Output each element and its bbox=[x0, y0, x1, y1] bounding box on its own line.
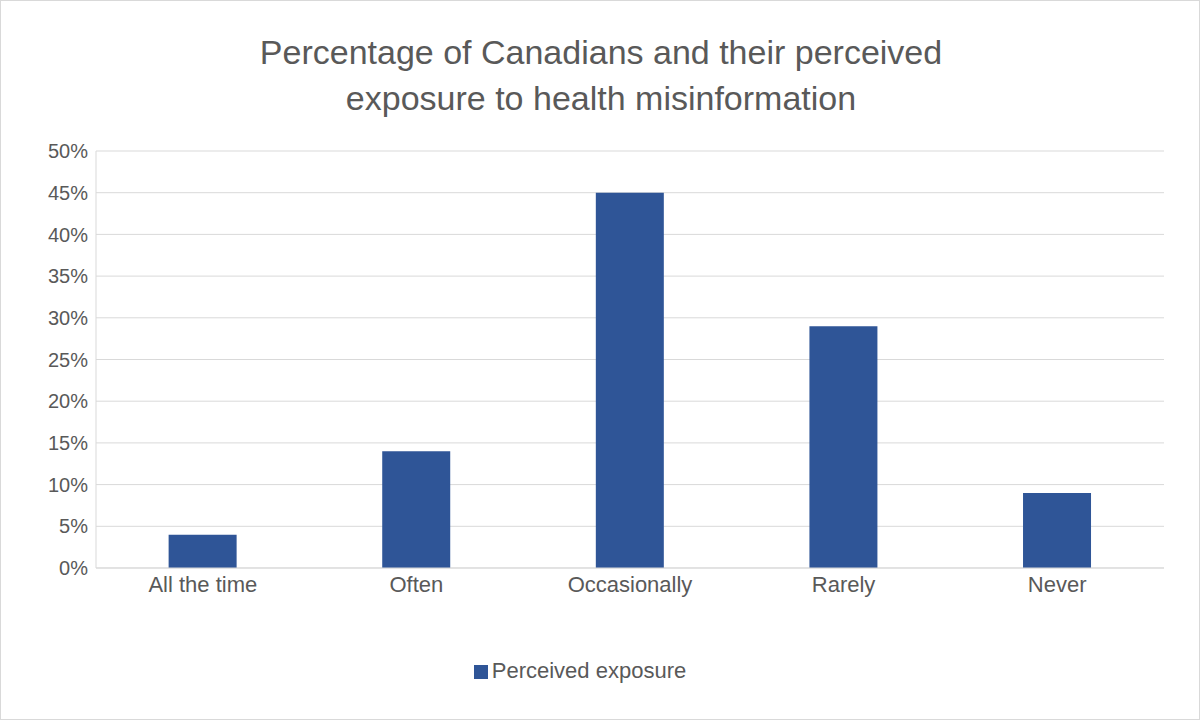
svg-text:10%: 10% bbox=[48, 474, 88, 496]
svg-text:Never: Never bbox=[1028, 572, 1087, 597]
svg-text:Rarely: Rarely bbox=[812, 572, 876, 597]
svg-text:50%: 50% bbox=[48, 140, 88, 162]
svg-text:45%: 45% bbox=[48, 182, 88, 204]
svg-text:5%: 5% bbox=[59, 515, 88, 537]
svg-text:15%: 15% bbox=[48, 432, 88, 454]
svg-text:0%: 0% bbox=[59, 557, 88, 579]
svg-text:Occasionally: Occasionally bbox=[568, 572, 693, 597]
svg-text:20%: 20% bbox=[48, 390, 88, 412]
svg-text:40%: 40% bbox=[48, 224, 88, 246]
svg-text:25%: 25% bbox=[48, 349, 88, 371]
svg-text:All the time: All the time bbox=[148, 572, 257, 597]
svg-text:35%: 35% bbox=[48, 265, 88, 287]
html-text:Perceived exposure: Perceived exposure bbox=[491, 658, 687, 683]
svg-text:Often: Often bbox=[389, 572, 443, 597]
svg-text:30%: 30% bbox=[48, 307, 88, 329]
html-text:Percentage of Canadians and th: Percentage of Canadians and their percei… bbox=[259, 33, 943, 117]
